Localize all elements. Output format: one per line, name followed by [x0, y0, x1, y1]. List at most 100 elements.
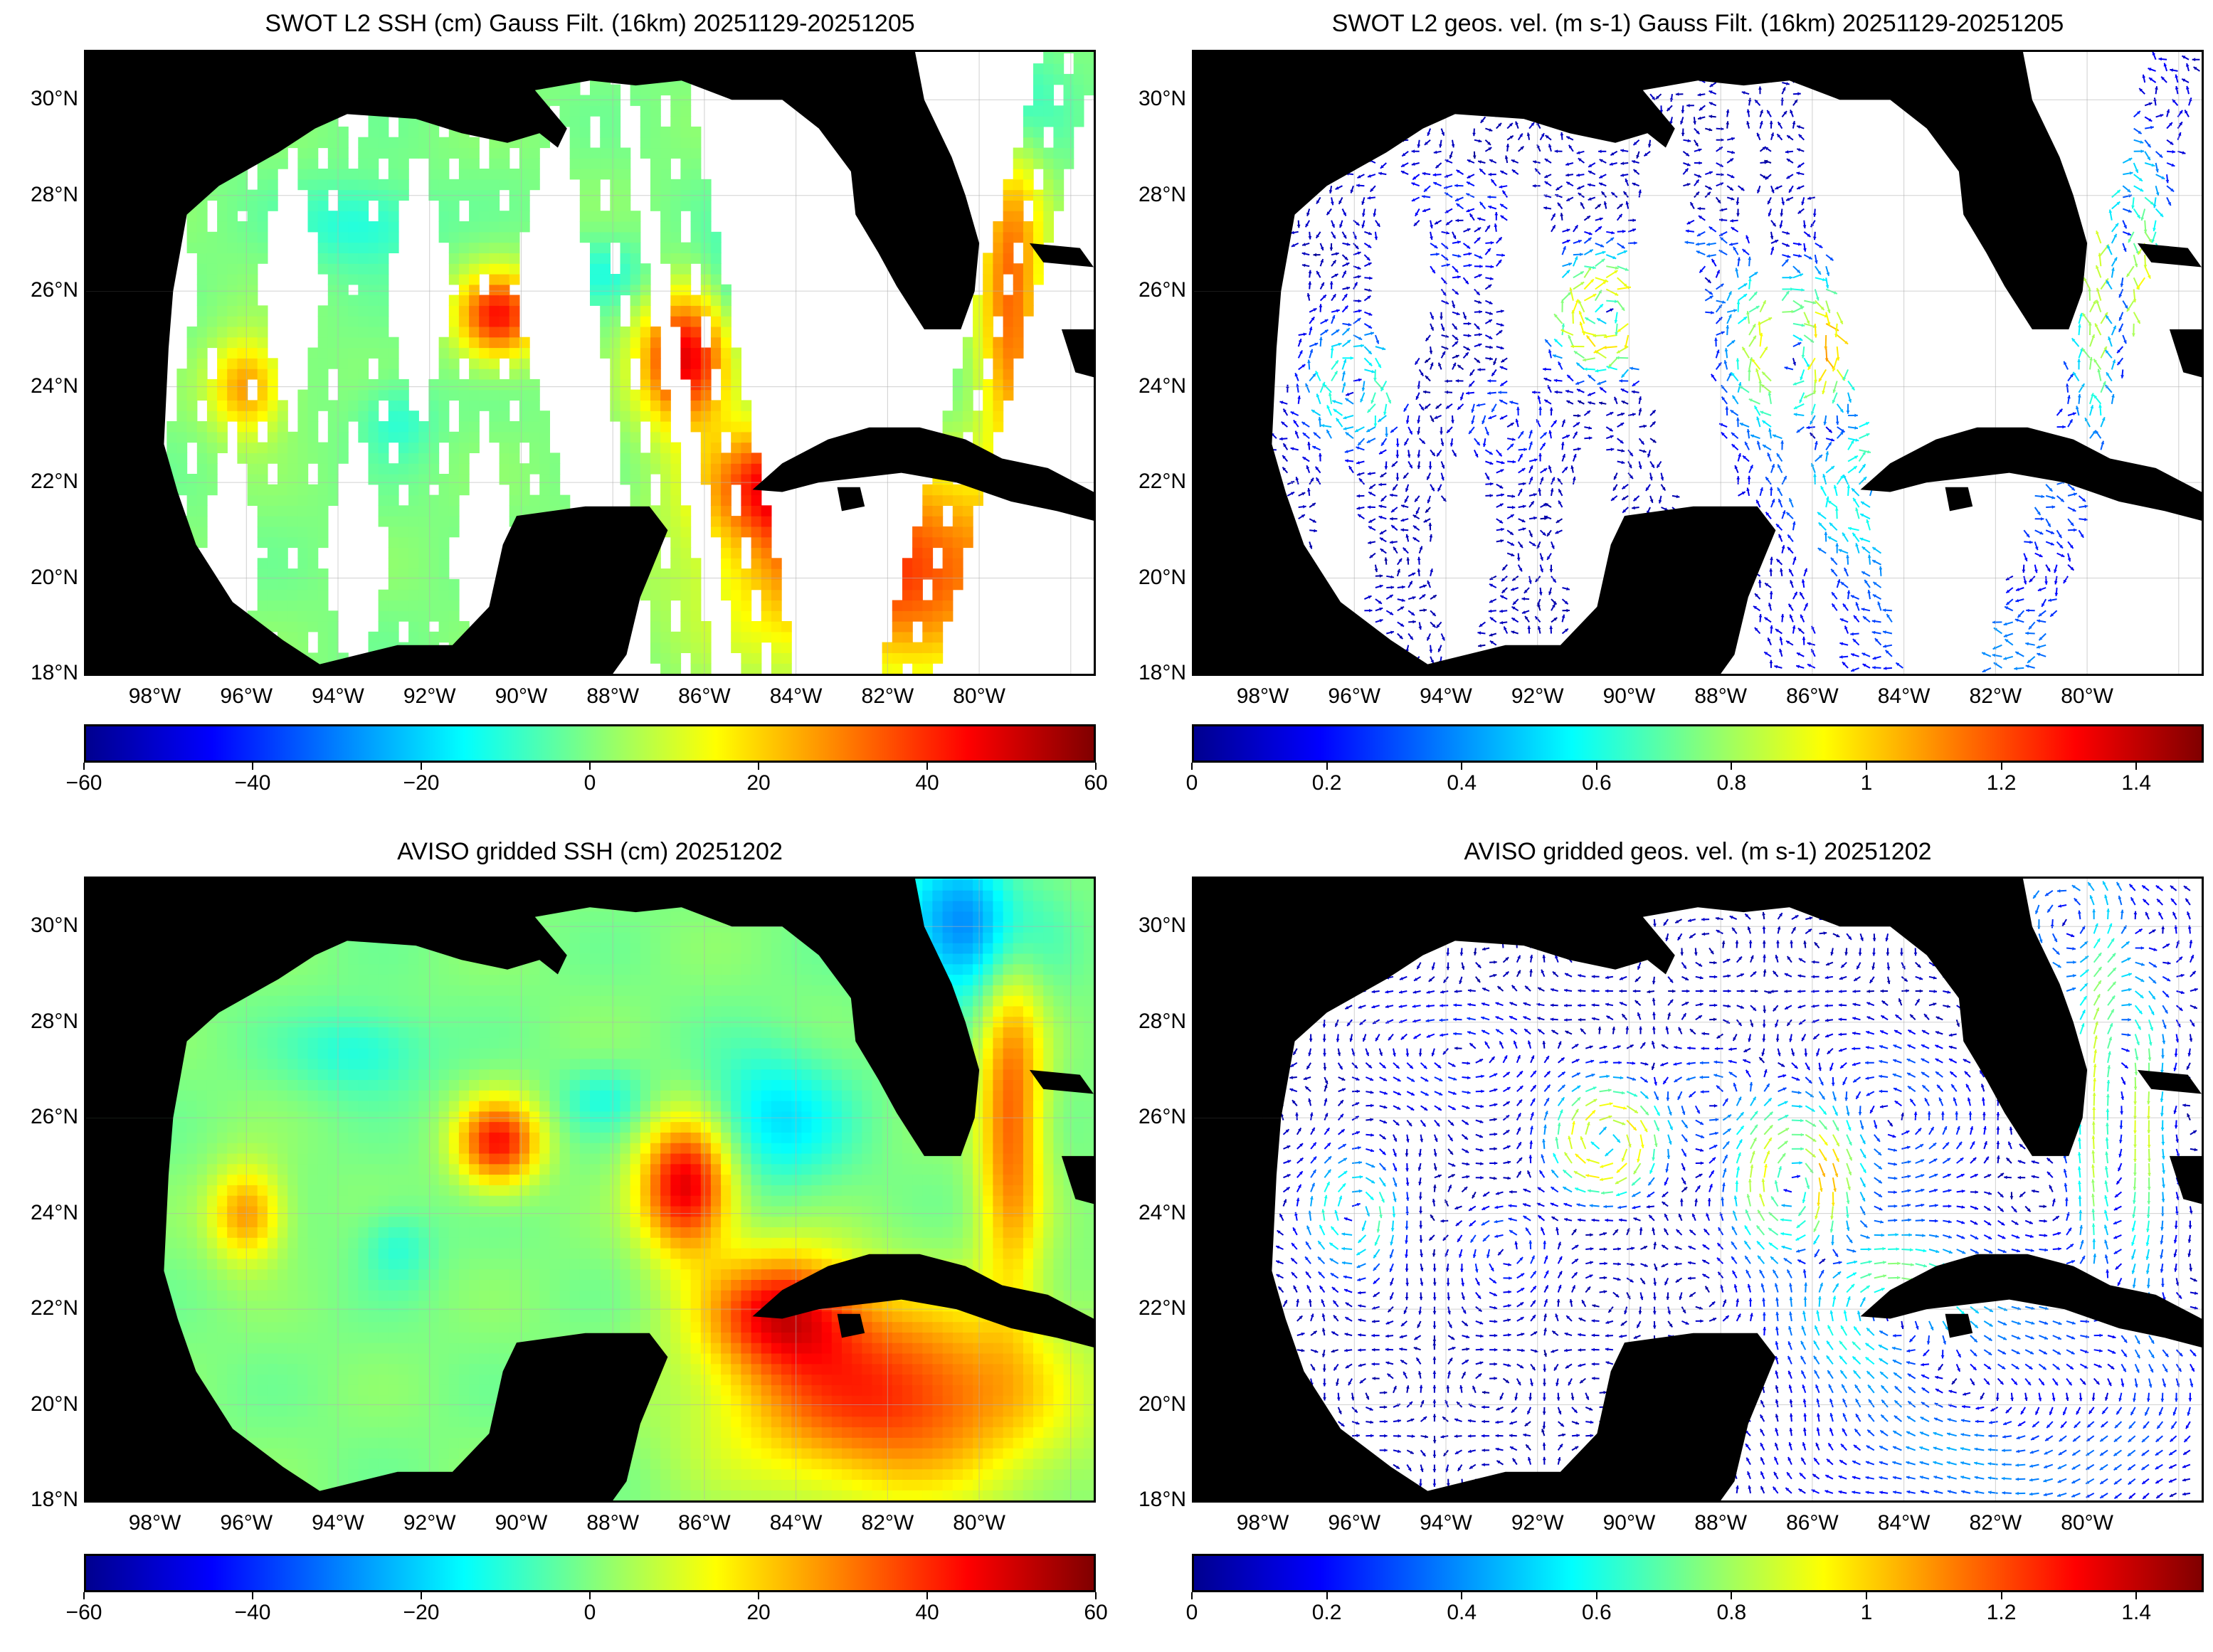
colorbar-tick-label: 0	[1185, 1601, 1198, 1624]
longitude-tick-label: 86°W	[678, 1511, 731, 1535]
colorbar-tick-label: 1.2	[1986, 771, 2017, 795]
aviso-vel-map	[1192, 877, 2204, 1503]
longitude-tick-label: 98°W	[1236, 684, 1289, 708]
land-mass	[2169, 1155, 2202, 1204]
land-mass	[752, 427, 1094, 521]
latitude-tick-label: 20°N	[1138, 1392, 1186, 1416]
latitude-tick-label: 28°N	[1138, 182, 1186, 206]
colorbar-tick-label: 60	[1084, 771, 1108, 795]
colorbar-tick-mark	[1095, 1592, 1097, 1599]
latitude-tick-label: 20°N	[30, 1392, 78, 1416]
longitude-tick-label: 98°W	[128, 1511, 181, 1535]
land-mass	[1194, 879, 2088, 1156]
panel-title: AVISO gridded SSH (cm) 20251202	[397, 838, 783, 865]
longitude-tick-label: 84°W	[769, 684, 823, 708]
longitude-tick-label: 96°W	[1328, 1511, 1381, 1535]
latitude-tick-label: 28°N	[1138, 1009, 1186, 1033]
colorbar-tick-mark	[421, 1592, 422, 1599]
latitude-tick-label: 30°N	[30, 87, 78, 111]
latitude-tick-label: 30°N	[1138, 914, 1186, 938]
data-field	[1275, 881, 2198, 1500]
aviso-vel-map-canvas	[1194, 879, 2202, 1500]
colorbar-tick-label: 0.6	[1581, 1601, 1612, 1624]
longitude-tick-label: 94°W	[312, 1511, 364, 1535]
latitude-tick-label: 24°N	[1138, 1200, 1186, 1224]
longitude-tick-label: 88°W	[1694, 1511, 1748, 1535]
longitude-tick-label: 92°W	[1511, 684, 1564, 708]
land-mass	[1860, 1254, 2202, 1347]
colorbar-tick-label: −40	[234, 1601, 271, 1624]
latitude-tick-label: 22°N	[30, 1296, 78, 1320]
latitude-tick-label: 20°N	[1138, 565, 1186, 589]
colorbar-tick-label: 0.2	[1311, 771, 1342, 795]
longitude-tick-label: 96°W	[220, 684, 273, 708]
latitude-tick-label: 30°N	[30, 914, 78, 938]
land-mass	[1194, 291, 1776, 674]
colorbar-tick-mark	[1866, 763, 1867, 770]
colorbar-tick-label: 40	[915, 771, 939, 795]
longitude-tick-label: 92°W	[403, 1511, 456, 1535]
colorbar-tick-mark	[1326, 763, 1328, 770]
colorbar-tick-label: 0.4	[1447, 1601, 1477, 1624]
longitude-tick-label: 94°W	[312, 684, 364, 708]
land-mass	[1029, 1069, 1094, 1094]
colorbar-tick-mark	[1595, 1592, 1597, 1599]
latitude-tick-label: 18°N	[30, 1488, 78, 1511]
land-mass	[86, 291, 668, 674]
longitude-tick-label: 90°W	[1602, 1511, 1656, 1535]
colorbar-tick-mark	[1461, 1592, 1463, 1599]
longitude-tick-label: 98°W	[1236, 1511, 1289, 1535]
aviso-ssh-map-canvas	[86, 879, 1094, 1500]
latitude-tick-label: 22°N	[1138, 1296, 1186, 1320]
land-mass	[837, 1313, 865, 1338]
colorbar-tick-label: 0	[1185, 771, 1198, 795]
colorbar-tick-mark	[926, 763, 928, 770]
colorbar-tick-label: 1.2	[1986, 1601, 2017, 1624]
colorbar-tick-label: −20	[403, 1601, 440, 1624]
colorbar-tick-mark	[758, 763, 759, 770]
colorbar-tick-label: −60	[65, 1601, 102, 1624]
colorbar-tick-mark	[1326, 1592, 1328, 1599]
colorbar-tick-label: −60	[65, 771, 102, 795]
colorbar-tick-mark	[1191, 763, 1193, 770]
latitude-tick-label: 18°N	[1138, 1488, 1186, 1511]
aviso-vel-colorbar	[1192, 1554, 2204, 1592]
land-mass	[1945, 1313, 1973, 1338]
colorbar-tick-mark	[421, 763, 422, 770]
land-mass	[86, 879, 980, 1156]
swot-ssh-colorbar	[84, 724, 1096, 763]
longitude-tick-label: 82°W	[1969, 684, 2022, 708]
colorbar-tick-label: 0	[583, 771, 596, 795]
longitude-tick-label: 80°W	[953, 684, 1005, 708]
longitude-tick-label: 96°W	[220, 1511, 273, 1535]
longitude-tick-label: 82°W	[1969, 1511, 2022, 1535]
latitude-tick-label: 28°N	[30, 182, 78, 206]
latitude-tick-label: 24°N	[30, 374, 78, 398]
longitude-tick-label: 86°W	[1786, 684, 1839, 708]
latitude-tick-label: 24°N	[1138, 374, 1186, 398]
latitude-tick-label: 26°N	[30, 278, 78, 302]
colorbar-tick-label: 60	[1084, 1601, 1108, 1624]
land-mass	[1061, 1155, 1094, 1204]
aviso-ssh-colorbar	[84, 1554, 1096, 1592]
longitude-tick-label: 86°W	[1786, 1511, 1839, 1535]
latitude-tick-label: 28°N	[30, 1009, 78, 1033]
colorbar-tick-label: 0	[583, 1601, 596, 1624]
colorbar-tick-label: −40	[234, 771, 271, 795]
colorbar-tick-mark	[1461, 763, 1463, 770]
colorbar-tick-mark	[252, 1592, 253, 1599]
longitude-tick-label: 82°W	[861, 684, 914, 708]
colorbar-tick-mark	[83, 763, 85, 770]
land-mass	[2137, 1069, 2202, 1094]
longitude-tick-label: 84°W	[1877, 1511, 1931, 1535]
land-mass	[86, 1118, 668, 1500]
latitude-tick-label: 18°N	[1138, 661, 1186, 684]
longitude-tick-label: 84°W	[769, 1511, 823, 1535]
colorbar-tick-label: 20	[746, 1601, 771, 1624]
colorbar-tick-label: 40	[915, 1601, 939, 1624]
longitude-tick-label: 96°W	[1328, 684, 1381, 708]
colorbar-tick-mark	[1595, 763, 1597, 770]
colorbar-tick-label: 20	[746, 771, 771, 795]
longitude-tick-label: 82°W	[861, 1511, 914, 1535]
longitude-tick-label: 88°W	[586, 1511, 640, 1535]
